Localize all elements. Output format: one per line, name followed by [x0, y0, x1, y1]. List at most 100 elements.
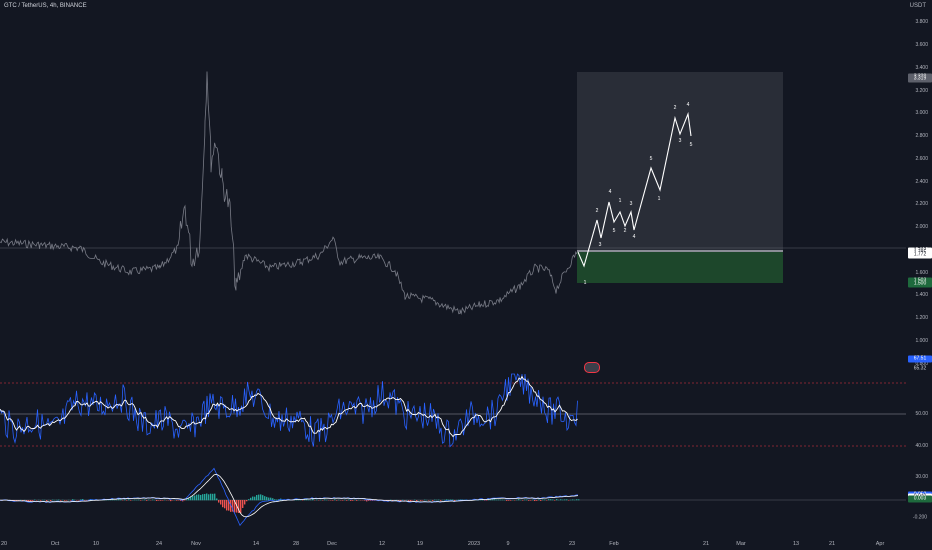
- macd-histogram-bar: [432, 500, 434, 501]
- macd-series: [0, 467, 579, 527]
- macd-histogram-bar: [224, 500, 226, 509]
- symbol-title[interactable]: GTC / TetherUS, 4h, BINANCE: [4, 3, 87, 9]
- rsi-series: [0, 373, 578, 448]
- wave-label: 2: [624, 228, 627, 234]
- macd-histogram-bar: [156, 500, 158, 501]
- macd-histogram-bar: [306, 499, 308, 501]
- price_axis-tick-label: 3.000: [915, 110, 928, 117]
- macd-histogram-bar: [550, 499, 552, 501]
- macd-histogram-bar: [348, 499, 350, 501]
- macd-histogram-bar: [490, 499, 492, 501]
- macd-histogram-bar: [336, 500, 338, 501]
- macd-histogram-bar: [416, 500, 418, 501]
- price_axis-tick-label: 2.600: [915, 155, 928, 162]
- elliott-wave-projection: [577, 111, 692, 268]
- price_axis-tick-label: 2.000: [915, 224, 928, 230]
- macd-histogram-bar: [52, 499, 54, 501]
- macd-histogram-bar: [524, 499, 526, 501]
- macd-histogram-bar: [128, 499, 130, 501]
- macd-histogram-bar: [548, 499, 550, 501]
- wave-label: 5: [690, 142, 693, 148]
- macd-histogram-bar: [244, 500, 246, 505]
- wave-label: 4: [633, 234, 636, 240]
- price_axis-tick-label: 3.200: [915, 87, 928, 94]
- macd-histogram-bar: [344, 499, 346, 501]
- macd-histogram-bar: [364, 500, 366, 501]
- macd-histogram-bar: [560, 499, 562, 501]
- macd-histogram-bar: [450, 499, 452, 501]
- macd-histogram-bar: [522, 500, 524, 501]
- macd-histogram-bar: [146, 500, 148, 501]
- wave-label: 4: [687, 102, 690, 108]
- macd-histogram-bar: [164, 499, 166, 501]
- price-axis[interactable]: USDT 3.800 3.600 3.400 3.200 3.000 2.800 2.600…: [906, 0, 932, 550]
- time-tick-label: Nov: [191, 541, 201, 547]
- macd-histogram-bar: [152, 499, 154, 501]
- macd-histogram-bar: [448, 499, 450, 501]
- macd-histogram-bar: [576, 499, 578, 501]
- macd-histogram-bar: [226, 500, 228, 511]
- flag-icon[interactable]: [584, 362, 600, 373]
- macd-histogram-bar: [436, 499, 438, 501]
- macd-histogram-bar: [558, 499, 560, 501]
- macd-histogram-bar: [26, 500, 28, 501]
- macd-histogram-bar: [34, 499, 36, 501]
- stop-zone: [577, 252, 783, 283]
- macd-histogram-bar: [532, 499, 534, 501]
- time-tick-label: 19: [416, 541, 424, 547]
- macd-histogram-bar: [484, 500, 486, 501]
- macd-histogram-bar: [176, 500, 178, 501]
- macd-histogram-bar: [518, 499, 520, 501]
- macd-histogram-bar: [228, 500, 230, 511]
- macd-histogram-bar: [42, 499, 44, 501]
- macd-histogram-bar: [144, 499, 146, 501]
- macd-histogram-bar: [368, 500, 370, 501]
- macd-histogram-bar: [70, 500, 72, 501]
- macd-histogram-bar: [252, 496, 254, 501]
- macd-histogram-bar: [188, 497, 190, 501]
- time-tick-label: 10: [92, 541, 100, 547]
- wave-label: 2: [674, 105, 677, 111]
- macd-histogram-bar: [180, 500, 182, 501]
- macd-histogram-bar: [66, 500, 68, 501]
- wave-label: 5: [650, 156, 653, 162]
- macd-histogram-bar: [212, 493, 214, 501]
- macd-histogram-bar: [130, 500, 132, 501]
- time-tick-label: 13: [792, 541, 800, 547]
- macd-histogram-bar: [112, 499, 114, 501]
- macd-histogram-bar: [500, 499, 502, 501]
- macd-histogram-bar: [250, 497, 252, 501]
- macd-histogram-bar: [108, 499, 110, 501]
- macd-histogram-bar: [170, 500, 172, 502]
- macd-histogram-bar: [136, 499, 138, 501]
- price_axis-value-tag: 1.500: [908, 280, 932, 288]
- macd-histogram-bar: [260, 494, 262, 501]
- time-tick-label: 2023: [467, 541, 481, 547]
- macd-histogram-bar: [46, 500, 48, 501]
- signal-series: [0, 473, 579, 518]
- macd-histogram-bar: [424, 499, 426, 501]
- macd-histogram-bar: [312, 498, 314, 501]
- macd-histogram-bar: [508, 500, 510, 501]
- wave-label: 2: [596, 208, 599, 214]
- macd-histogram-bar: [120, 499, 122, 501]
- macd-histogram-bar: [332, 500, 334, 501]
- macd-histogram-bar: [568, 500, 570, 501]
- time-tick-label: 21: [702, 541, 710, 547]
- macd-histogram-bar: [274, 499, 276, 501]
- macd-histogram-bar: [454, 500, 456, 501]
- macd-histogram-bar: [270, 497, 272, 501]
- macd-histogram-bar: [222, 500, 224, 508]
- macd-histogram-bar: [402, 499, 404, 501]
- macd-histogram-bar: [354, 499, 356, 501]
- macd-histogram-bar: [542, 499, 544, 501]
- macd-histogram-bar: [50, 500, 52, 501]
- time-tick-label: 24: [155, 541, 163, 547]
- macd-histogram-bar: [30, 500, 32, 502]
- macd-histogram-bar: [572, 499, 574, 501]
- macd-histogram-bar: [494, 499, 496, 501]
- macd-histogram-bar: [248, 499, 250, 501]
- macd-histogram-bar: [440, 500, 442, 501]
- macd-histogram-bar: [58, 499, 60, 501]
